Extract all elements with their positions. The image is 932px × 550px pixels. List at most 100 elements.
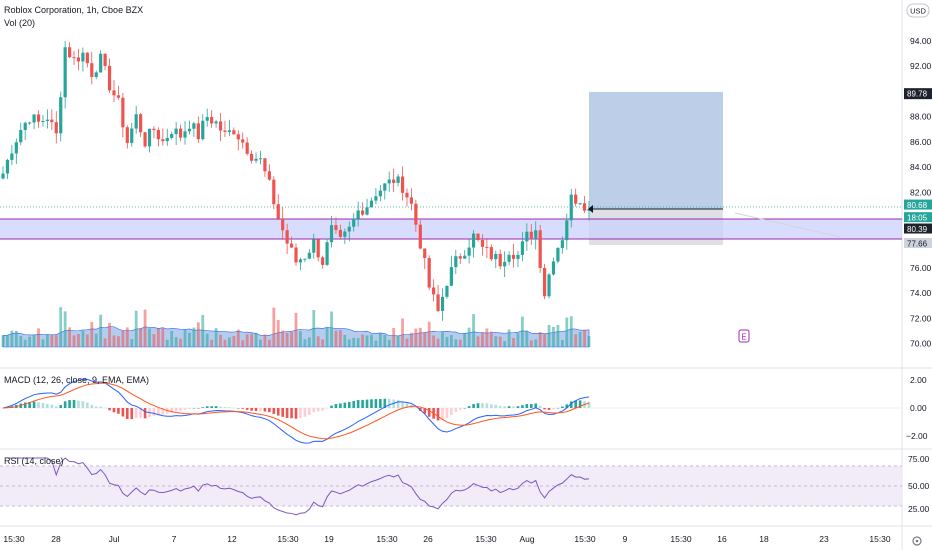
volume-bar (569, 316, 573, 347)
candle-body (582, 203, 587, 211)
macd-hist-bar (245, 408, 249, 410)
candle-body (445, 285, 449, 297)
candle-body (303, 258, 307, 260)
candle-body (156, 129, 160, 140)
price-tick: 92.00 (910, 61, 932, 71)
earnings-marker[interactable] (738, 329, 750, 343)
currency-badge[interactable] (906, 3, 930, 18)
macd-hist-bar (86, 402, 89, 408)
macd-hist-bar (525, 404, 529, 408)
candle-body (289, 243, 294, 248)
candle-body (116, 95, 121, 98)
volume-bar (290, 332, 293, 347)
macd-hist-bar (37, 402, 40, 408)
macd-hist-bar (316, 408, 320, 412)
macd-hist-bar (205, 406, 209, 408)
candle-body (467, 247, 471, 256)
volume-bar (521, 316, 524, 347)
candle-body (409, 197, 414, 204)
candle-body (192, 123, 196, 129)
macd-hist-bar (192, 407, 196, 409)
macd-hist-bar (32, 401, 36, 408)
volume-bar (108, 323, 111, 347)
time-tick: 9 (623, 534, 628, 544)
volume-bar (143, 309, 147, 347)
macd-hist-bar (414, 407, 418, 409)
volume-bar (81, 330, 85, 347)
volume-bar (418, 327, 422, 347)
candle-body (312, 239, 316, 253)
macd-hist-bar (370, 399, 373, 408)
trend-line[interactable] (734, 212, 841, 238)
candle-body (414, 203, 418, 225)
target-zone-box[interactable] (589, 92, 723, 209)
candle-body (59, 97, 63, 134)
macd-hist-bar (507, 406, 511, 408)
macd-hist-bar (441, 408, 444, 420)
macd-axis[interactable]: 2.00 0.00 −2.00 (906, 375, 928, 441)
macd-hist-bar (308, 408, 311, 415)
volume-bar (321, 339, 325, 347)
candle-body (45, 119, 49, 122)
volume-bar (77, 333, 80, 347)
volume-bar (423, 332, 427, 347)
volume-label[interactable]: Vol (20) (4, 18, 35, 28)
entry-marker-icon (588, 205, 593, 213)
candle-body (476, 233, 480, 241)
macd-hist-bar (347, 401, 351, 408)
price-badge (904, 88, 932, 100)
candle-body (196, 123, 200, 140)
price-axis[interactable]: 94.0092.0090.0088.0086.0084.0082.0078.00… (910, 36, 932, 349)
macd-hist-bar (214, 406, 218, 408)
volume-bar (489, 331, 493, 347)
volume-bar (228, 337, 231, 347)
volume-bar (543, 333, 547, 347)
volume-bar (552, 326, 555, 347)
candle-body (400, 176, 405, 193)
volume-bar (383, 334, 387, 347)
rsi-label[interactable]: RSI (14, close) (4, 456, 64, 466)
macd-tick: 0.00 (910, 403, 927, 413)
earnings-marker-label: E (741, 333, 746, 342)
rsi-axis[interactable]: 75.00 50.00 25.00 (908, 454, 930, 514)
support-zone[interactable] (0, 219, 902, 239)
macd-hist-bar (569, 401, 573, 408)
candle-body (432, 287, 436, 295)
macd-hist-bar (552, 408, 555, 410)
macd-hist-bar (236, 408, 240, 409)
candle-body (471, 233, 476, 248)
candle-body (418, 224, 422, 249)
macd-label[interactable]: MACD (12, 26, close, 9, EMA, EMA) (4, 375, 149, 385)
candle-body (405, 192, 409, 198)
candle-body (63, 47, 67, 98)
volume-bar (41, 339, 45, 347)
time-tick: 28 (51, 534, 61, 544)
volume-bar (356, 338, 360, 347)
time-axis[interactable]: 15:30 28 Jul 7 12 15:30 19 15:30 26 15:30 Aug 15:30… (3, 534, 891, 544)
macd-hist-bar (365, 399, 369, 408)
macd-hist-bar (179, 408, 182, 411)
volume-bar (165, 339, 169, 347)
macd-hist-bar (512, 406, 515, 408)
volume-bar (374, 340, 378, 347)
gear-icon[interactable] (912, 536, 922, 546)
candle-body (281, 218, 285, 231)
time-tick: 15:30 (376, 534, 398, 544)
volume-bar (370, 334, 373, 347)
candle-body (569, 194, 573, 221)
candle-body (1, 173, 5, 179)
symbol-title[interactable]: Roblox Corporation, 1h, Cboe BZX (4, 5, 143, 15)
volume-bar (494, 336, 498, 347)
volume-bar (196, 322, 200, 347)
volume-bar (445, 336, 449, 347)
volume-bar (458, 339, 462, 347)
macd-hist-bar (450, 408, 453, 416)
candle-body (534, 230, 538, 239)
macd-hist-bar (188, 408, 191, 409)
price-tick: 86.00 (910, 137, 932, 147)
candle-body (210, 117, 214, 124)
macd-hist-bar (126, 408, 129, 419)
volume-bar (560, 339, 564, 347)
volume-bar (441, 331, 444, 347)
